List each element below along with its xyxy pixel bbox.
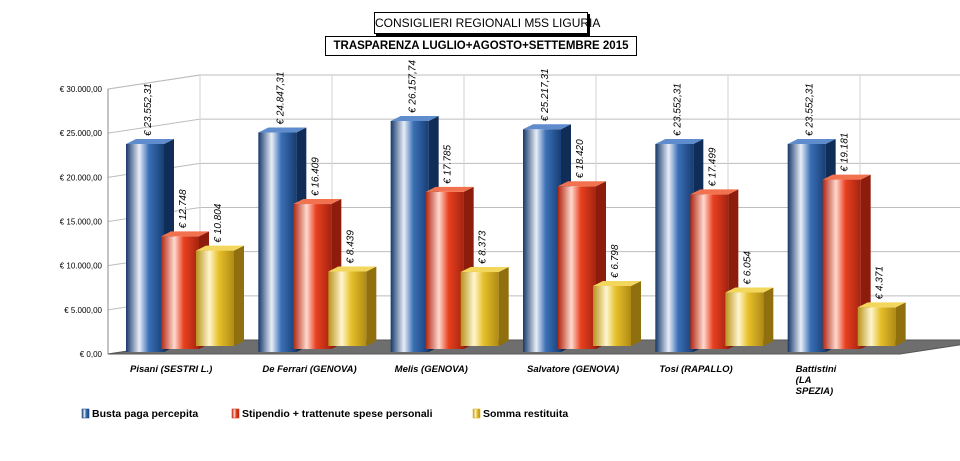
legend-swatch — [81, 408, 90, 419]
category-label: (LA — [796, 375, 812, 386]
bar-front — [328, 271, 367, 346]
bar — [593, 280, 641, 346]
bar-top — [725, 287, 774, 293]
bar — [558, 181, 606, 349]
data-label: € 8.439 — [345, 230, 356, 264]
bar-front — [725, 292, 764, 346]
bar — [725, 287, 774, 346]
bar — [196, 245, 244, 346]
bar-top — [822, 174, 871, 180]
bar-top — [126, 138, 174, 144]
data-label: € 16.409 — [310, 157, 321, 196]
bar-side — [631, 280, 641, 346]
data-label: € 24.847,31 — [275, 72, 286, 125]
bar-front — [258, 132, 297, 352]
data-label: € 6.054 — [742, 251, 753, 285]
bar-front — [655, 143, 694, 352]
bar-side — [763, 287, 774, 346]
bar — [857, 302, 906, 346]
legend-swatch — [231, 408, 240, 419]
bar-front — [523, 129, 561, 352]
data-label: € 19.181 — [840, 133, 851, 172]
bar-side — [498, 267, 509, 346]
bar-front — [558, 186, 596, 349]
y-tick-label: € 20.000,00 — [60, 173, 103, 182]
category-label: Pisani (SESTRI L.) — [130, 364, 212, 375]
data-label: € 17.785 — [443, 145, 454, 184]
category-label: Melis (GENOVA) — [395, 364, 468, 375]
y-tick-label: € 30.000,00 — [60, 85, 103, 94]
bar-side — [234, 245, 244, 346]
y-tick-label: € 25.000,00 — [60, 129, 103, 138]
legend-label: Stipendio + trattenute spese personali — [242, 408, 433, 420]
bar-front — [822, 179, 861, 349]
bar-front — [690, 194, 729, 349]
bar-top — [293, 199, 342, 205]
data-label: € 8.373 — [478, 230, 489, 264]
chart-title: CONSIGLIERI REGIONALI M5S LIGURIA — [374, 12, 600, 34]
bar-front — [857, 307, 896, 346]
data-label: € 17.499 — [707, 147, 718, 186]
bar-top — [787, 138, 836, 144]
data-label: € 23.552,31 — [672, 83, 683, 136]
legend-swatch — [472, 408, 481, 419]
category-label: De Ferrari (GENOVA) — [262, 364, 356, 375]
bar-top — [593, 280, 641, 286]
bar-front — [593, 285, 631, 346]
bar-top — [390, 115, 439, 121]
y-tick-label: € 15.000,00 — [60, 218, 103, 227]
bar — [460, 267, 509, 346]
bar-front — [425, 191, 464, 349]
data-label: € 4.371 — [875, 266, 886, 299]
data-label: € 23.552,31 — [143, 83, 154, 136]
data-label: € 6.798 — [610, 244, 621, 278]
legend-label: Somma restituita — [483, 408, 568, 420]
bar-front — [460, 272, 499, 346]
data-label: € 23.552,31 — [805, 83, 816, 136]
bar-top — [690, 189, 739, 195]
bar-top — [460, 267, 509, 273]
data-label: € 18.420 — [575, 139, 586, 178]
bar-top — [425, 186, 474, 192]
category-label: Battistini — [796, 364, 837, 375]
data-label: € 25.217,31 — [540, 68, 551, 121]
bar-top — [258, 127, 307, 133]
bar-top — [328, 266, 377, 272]
bar-top — [558, 181, 606, 187]
bar — [328, 266, 377, 346]
bar-top — [655, 138, 704, 144]
bar-side — [895, 302, 906, 346]
data-label: € 10.804 — [213, 203, 224, 242]
data-label: € 12.748 — [178, 189, 189, 228]
bar-front — [126, 143, 164, 352]
category-label: Salvatore (GENOVA) — [527, 364, 619, 375]
bar-side — [366, 266, 377, 346]
chart-subtitle: TRASPARENZA LUGLIO+AGOSTO+SETTEMBRE 2015 — [325, 36, 637, 56]
data-label: € 26.157,74 — [408, 60, 419, 113]
bar-front — [787, 143, 826, 352]
y-tick-label: € 0,00 — [80, 350, 103, 359]
legend-label: Busta paga percepita — [92, 408, 198, 420]
bar-front — [293, 204, 332, 349]
bar-top — [161, 231, 209, 237]
bar-front — [161, 236, 199, 349]
bar-front — [196, 250, 234, 346]
category-label: Tosi (RAPALLO) — [659, 364, 732, 375]
bar-top — [523, 124, 571, 130]
y-tick-label: € 10.000,00 — [60, 262, 103, 271]
category-label: SPEZIA) — [796, 386, 833, 397]
y-tick-label: € 5.000,00 — [64, 306, 102, 315]
bar — [258, 127, 307, 352]
bar-top — [857, 302, 906, 308]
bar-front — [390, 120, 429, 352]
bar-top — [196, 245, 244, 251]
